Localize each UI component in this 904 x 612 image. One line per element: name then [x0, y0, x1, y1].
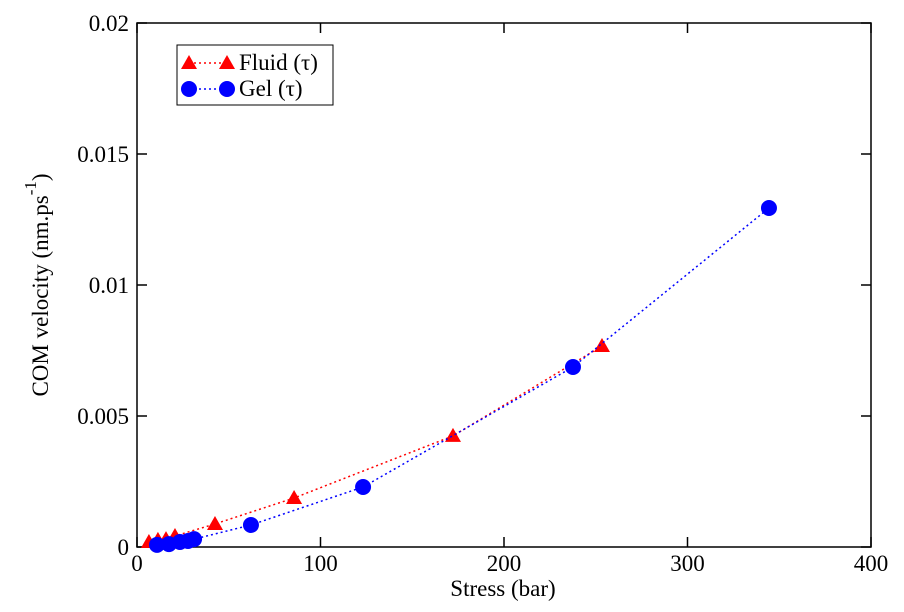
axes — [136, 22, 872, 548]
x-tick-label: 0 — [131, 551, 143, 576]
y-tick-label: 0.01 — [89, 273, 129, 298]
marker — [593, 338, 610, 353]
series-line — [148, 345, 603, 543]
x-tick-label: 400 — [854, 551, 889, 576]
marker — [444, 427, 461, 442]
legend-box — [176, 44, 334, 106]
x-tick-label: 100 — [303, 551, 338, 576]
marker — [760, 199, 777, 216]
marker — [186, 531, 203, 548]
series-line — [156, 207, 770, 546]
legend-marker — [219, 81, 235, 97]
x-axis-label: Stress (bar) — [450, 576, 555, 601]
marker — [242, 516, 259, 533]
x-tick-label: 300 — [670, 551, 705, 576]
legend-marker — [181, 81, 197, 97]
y-tick-label: 0.005 — [77, 404, 129, 429]
marker — [564, 359, 581, 376]
marker — [355, 479, 372, 496]
y-axis-label-end: ) — [28, 173, 53, 181]
y-axis-label-superscript: -1 — [21, 181, 40, 195]
y-axis-label-main: COM velocity (nm.ps — [28, 195, 53, 396]
marker — [206, 515, 223, 530]
marker — [286, 490, 303, 505]
x-tick-label: 200 — [487, 551, 522, 576]
y-tick-label: 0.02 — [89, 11, 129, 36]
y-tick-label: 0.015 — [77, 142, 129, 167]
legend-label: Fluid (τ) — [239, 50, 318, 75]
y-axis-label: COM velocity (nm.ps-1) — [21, 173, 53, 396]
legend-label: Gel (τ) — [239, 76, 303, 101]
legend-marker — [181, 55, 197, 69]
y-tick-label: 0 — [118, 535, 130, 560]
marker — [149, 536, 166, 553]
legend-marker — [219, 55, 235, 69]
